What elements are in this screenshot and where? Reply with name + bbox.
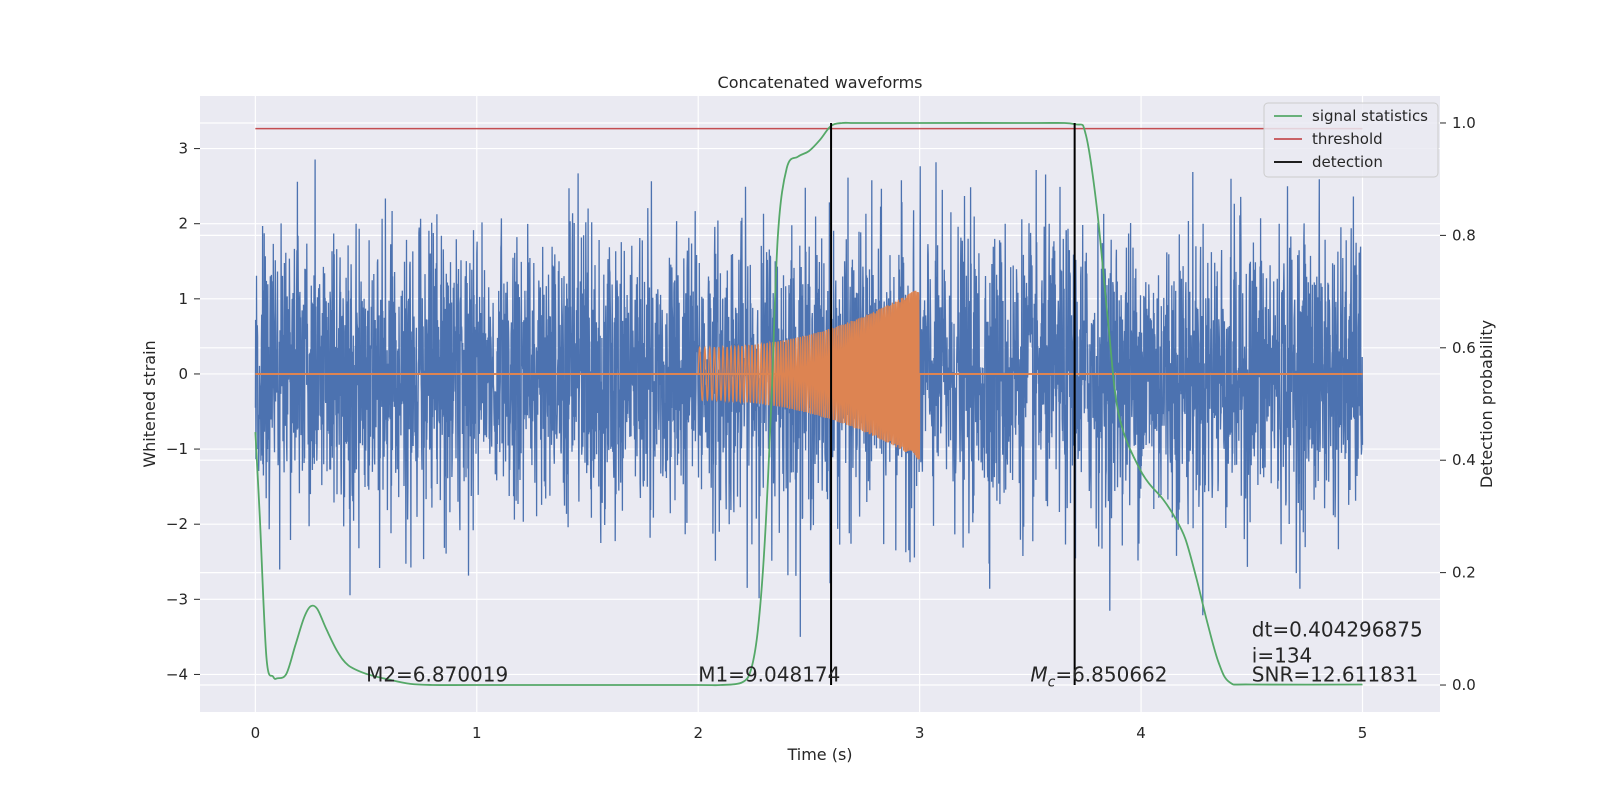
annotation-text: Mc=6.850662	[1030, 662, 1167, 690]
annotation-text: M1=9.048174	[698, 662, 840, 686]
x-tick-label: 3	[915, 724, 925, 742]
legend-label-statistics: signal statistics	[1312, 107, 1428, 125]
x-tick-label: 2	[693, 724, 703, 742]
y-tick-label: 1	[178, 290, 188, 308]
y-tick-label: −4	[166, 665, 188, 683]
annotation-text: SNR=12.611831	[1252, 662, 1418, 686]
legend-box	[1263, 102, 1439, 178]
annotations: M2=6.870019 M1=9.048174 Mc=6.850662 dt=0.40…	[366, 617, 1423, 690]
y-tick-label: −2	[166, 515, 188, 533]
annotation-text: i=134	[1252, 644, 1313, 668]
y-axis-right-label: Detection probability	[1477, 320, 1496, 488]
axis-ticks: 0 1 2 3 4 5 −4 −3 −2 −1 0 1 2 3 0.0 0.2 0.4 0.6 0.8 1.0	[166, 114, 1476, 742]
y-tick-label: −3	[166, 590, 188, 608]
x-axis-label: Time (s)	[786, 745, 852, 764]
y-right-tick-label: 0.6	[1452, 339, 1476, 357]
x-tick-label: 1	[472, 724, 482, 742]
y-tick-label: 2	[178, 215, 188, 233]
strain-noise-series	[254, 159, 1364, 637]
y-right-tick-label: 0.4	[1452, 451, 1476, 469]
y-axis-label: Whitened strain	[140, 340, 159, 467]
y-tick-label: −1	[166, 440, 188, 458]
legend: signal statistics threshold detection	[1263, 102, 1439, 178]
x-tick-label: 4	[1136, 724, 1146, 742]
legend-label-detection: detection	[1312, 153, 1383, 171]
y-tick-label: 3	[178, 140, 188, 158]
annotation-text: dt=0.404296875	[1252, 617, 1423, 641]
annotation-text: M2=6.870019	[366, 662, 508, 686]
legend-label-threshold: threshold	[1312, 130, 1383, 148]
x-tick-label: 5	[1358, 724, 1368, 742]
y-right-tick-label: 0.8	[1452, 226, 1476, 244]
detection-lines	[830, 122, 1076, 686]
x-tick-label: 0	[251, 724, 261, 742]
signal-statistics-line	[254, 121, 1363, 687]
y-right-tick-label: 1.0	[1452, 114, 1476, 132]
chart-title: Concatenated waveforms	[718, 73, 923, 92]
y-right-tick-label: 0.2	[1452, 564, 1476, 582]
y-tick-label: 0	[178, 365, 188, 383]
y-right-tick-label: 0.0	[1452, 676, 1476, 694]
